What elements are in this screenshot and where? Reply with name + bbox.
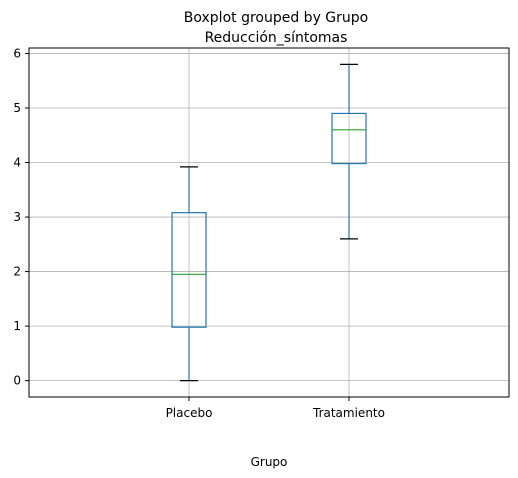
box-tratamiento xyxy=(331,63,367,240)
axes: 0 1 2 3 4 5 6 Placebo Tratamiento xyxy=(13,46,510,420)
y-tick-label: 4 xyxy=(13,156,21,170)
iqr-box xyxy=(171,212,207,328)
y-tick-label: 3 xyxy=(13,210,21,224)
y-tick-label: 6 xyxy=(13,46,21,60)
x-axis-label: Grupo xyxy=(251,455,288,469)
grid-lines xyxy=(29,48,509,397)
y-tick-label: 5 xyxy=(13,101,21,115)
iqr-box xyxy=(331,112,367,165)
box-placebo xyxy=(171,166,207,382)
x-tick-label: Tratamiento xyxy=(312,406,385,420)
chart-subtitle: Reducción_síntomas xyxy=(205,30,348,46)
box-marks xyxy=(171,63,367,382)
chart-title: Boxplot grouped by Grupo xyxy=(184,10,368,26)
y-tick-label: 0 xyxy=(13,374,21,388)
y-tick-label: 2 xyxy=(13,265,21,279)
axes-frame xyxy=(28,47,510,398)
x-tick-label: Placebo xyxy=(166,406,213,420)
y-tick-label: 1 xyxy=(13,319,21,333)
